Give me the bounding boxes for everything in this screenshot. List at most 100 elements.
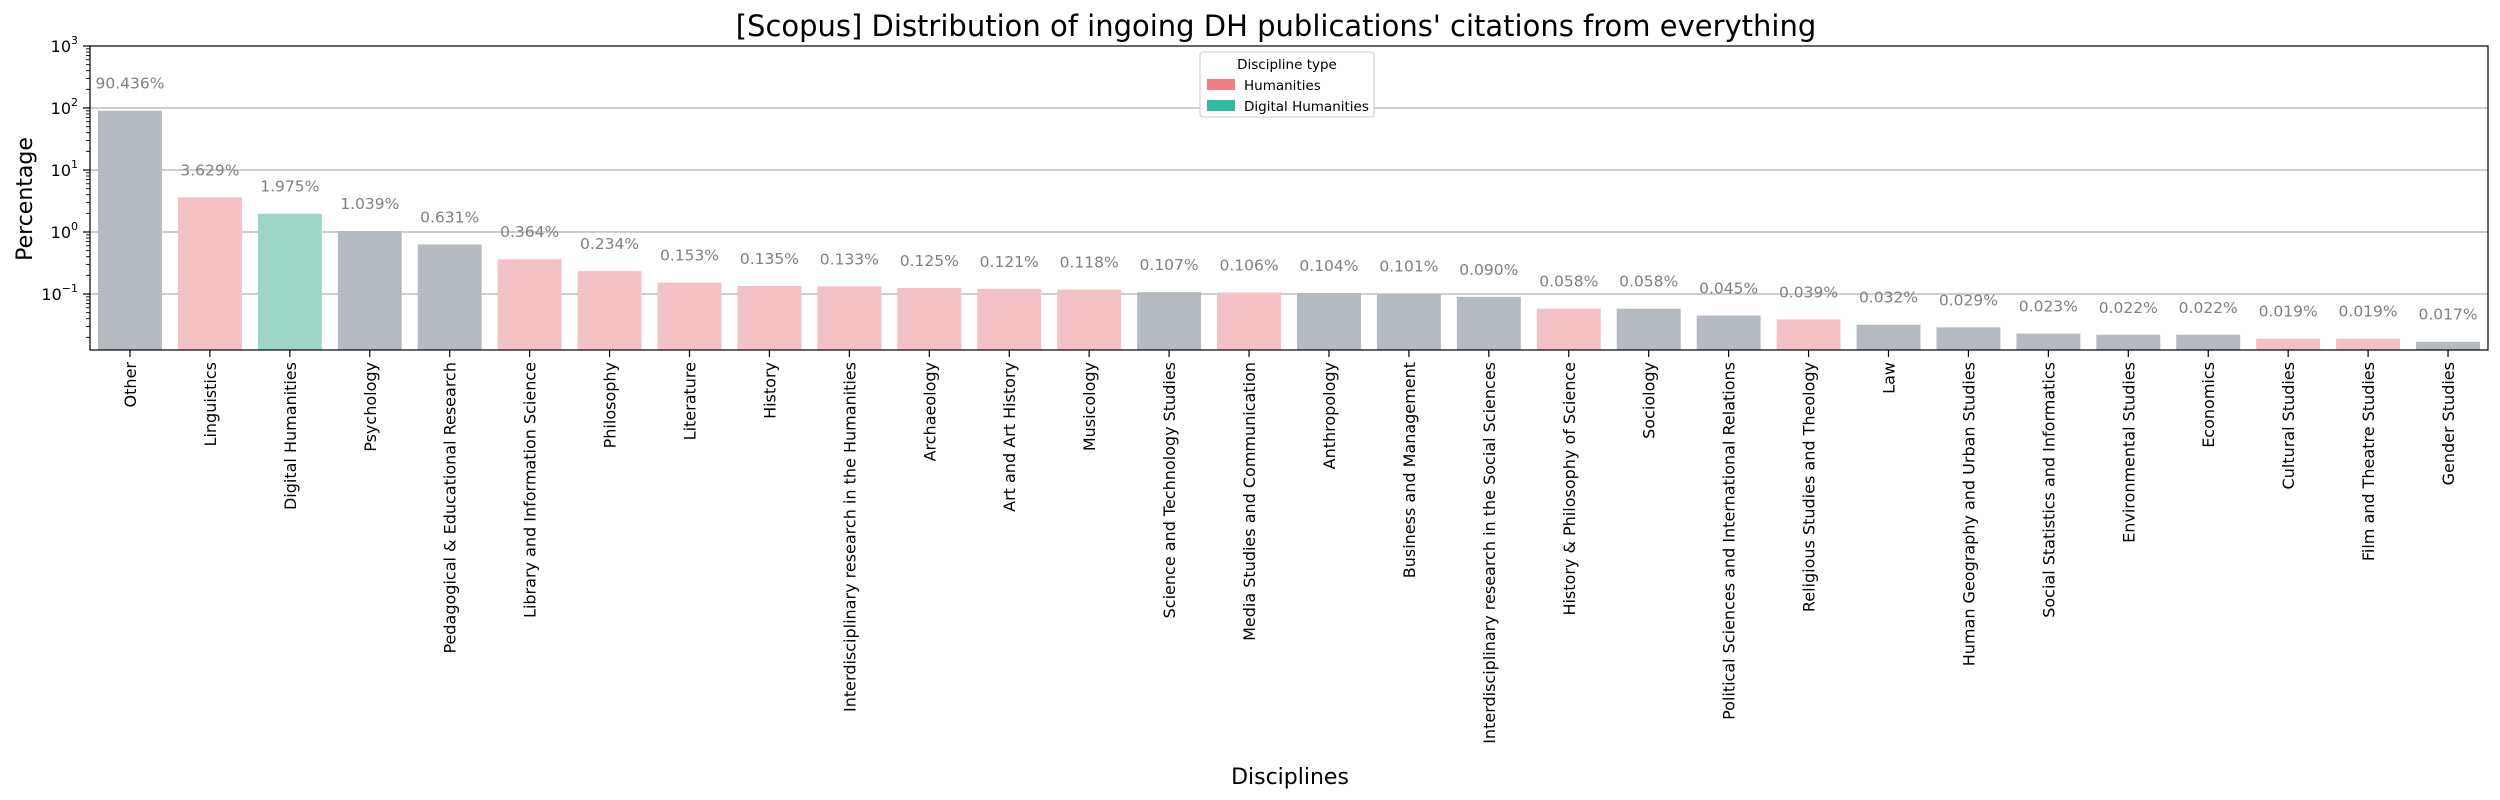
bar-20 [1696,315,1761,350]
bar-26 [2176,334,2241,350]
x-tick-label-11: Art and Art History [1000,362,1019,512]
data-label-0: 90.436% [95,75,164,93]
bar-11 [977,288,1042,350]
bar-23 [1936,327,2001,350]
bar-28 [2336,338,2401,350]
data-label-10: 0.125% [900,252,959,270]
x-tick-label-1: Linguistics [201,362,220,446]
bar-21 [1776,319,1841,350]
chart-title: [Scopus] Distribution of ingoing DH publ… [736,9,1817,43]
bar-10 [897,287,962,350]
data-label-9: 0.133% [820,250,879,268]
x-tick-label-8: History [760,362,779,419]
x-axis-label: Disciplines [1231,765,1349,790]
data-label-3: 1.039% [340,195,399,213]
legend-swatch-0 [1207,79,1235,90]
data-label-11: 0.121% [980,253,1039,271]
x-tick-label-15: Anthropology [1320,362,1339,469]
x-tick-label-29: Gender Studies [2439,362,2458,485]
y-axis-ticks: 103 102 101 100 10−1 [41,34,90,338]
x-tick-label-2: Digital Humanities [281,362,300,510]
data-label-12: 0.118% [1060,254,1119,272]
x-tick-label-12: Musicology [1080,362,1099,451]
x-tick-label-6: Philosophy [601,362,620,448]
data-label-18: 0.058% [1539,273,1598,291]
y-axis-label: Percentage [13,137,38,261]
data-label-28: 0.019% [2339,303,2398,321]
y-tick-label-2: 101 [51,158,78,180]
bar-22 [1856,324,1921,350]
bar-15 [1296,292,1361,350]
data-label-15: 0.104% [1299,257,1358,275]
bar-8 [737,285,802,350]
legend-title: Discipline type [1237,57,1337,73]
bar-19 [1616,308,1681,350]
data-label-2: 1.975% [260,178,319,196]
x-tick-label-17: Interdisciplinary research in the Social… [1480,362,1499,744]
x-tick-label-16: Business and Management [1400,362,1419,578]
y-tick-label-0: 103 [51,34,78,56]
x-tick-label-5: Library and Information Science [521,362,540,618]
x-tick-label-4: Pedagogical & Educational Research [441,362,460,654]
bar-13 [1137,292,1202,350]
data-label-22: 0.032% [1859,289,1918,307]
data-labels-group: 90.436% 3.629% 1.975% 1.039% 0.631% 0.364% 0.2… [95,75,2477,324]
bar-12 [1057,289,1122,350]
data-label-21: 0.039% [1779,283,1838,301]
data-label-25: 0.022% [2099,299,2158,317]
x-tick-label-25: Environmental Studies [2119,362,2138,543]
data-label-8: 0.135% [740,250,799,268]
y-tick-label-4: 10−1 [41,282,78,304]
data-label-29: 0.017% [2418,306,2477,324]
data-label-20: 0.045% [1699,280,1758,298]
bar-4 [417,244,482,350]
data-label-26: 0.022% [2179,299,2238,317]
x-tick-label-21: Religious Studies and Theology [1800,362,1819,612]
x-tick-label-24: Social Statistics and Informatics [2039,362,2058,618]
data-label-13: 0.107% [1140,256,1199,274]
bar-0 [97,110,162,351]
bar-2 [257,213,322,350]
plot-border [89,45,2489,351]
legend-swatch-1 [1207,100,1235,111]
x-tick-label-14: Media Studies and Communication [1240,362,1259,641]
bar-18 [1536,308,1601,350]
x-tick-label-7: Literature [681,362,700,440]
bar-5 [497,259,562,350]
x-tick-label-18: History & Philosophy of Science [1560,362,1579,616]
x-axis-ticks: Other Linguistics Digital Humanities Psycho… [121,350,2458,744]
legend-box [1199,51,1375,118]
data-label-23: 0.029% [1939,291,1998,309]
bar-16 [1376,293,1441,350]
data-label-5: 0.364% [500,223,559,241]
x-tick-label-23: Human Geography and Urban Studies [1959,362,1978,666]
bar-25 [2096,334,2161,350]
data-label-6: 0.234% [580,235,639,253]
x-tick-label-10: Archaeology [920,362,939,461]
y-tick-label-1: 102 [51,96,78,118]
x-tick-label-28: Film and Theatre Studies [2359,362,2378,561]
x-tick-label-27: Cultural Studies [2279,362,2298,489]
x-tick-label-22: Law [1880,362,1899,394]
legend-entry-1: Digital Humanities [1244,99,1369,115]
legend-entry-0: Humanities [1244,78,1321,94]
bar-3 [337,230,402,350]
data-label-4: 0.631% [420,208,479,226]
x-tick-label-26: Economics [2199,362,2218,448]
bar-6 [577,271,642,350]
y-tick-label-3: 100 [51,220,78,242]
x-tick-label-19: Sociology [1640,362,1659,439]
x-tick-label-13: Science and Technology Studies [1160,362,1179,618]
bar-14 [1217,292,1282,350]
bar-17 [1456,296,1521,350]
data-label-14: 0.106% [1219,256,1278,274]
bar-27 [2256,338,2321,350]
data-label-27: 0.019% [2259,303,2318,321]
data-label-17: 0.090% [1459,261,1518,279]
data-label-19: 0.058% [1619,273,1678,291]
legend: Discipline type Humanities Digital Humanit… [1199,51,1375,118]
bar-7 [657,282,722,350]
bars-group [97,110,2481,351]
plot-frame [89,45,2489,351]
